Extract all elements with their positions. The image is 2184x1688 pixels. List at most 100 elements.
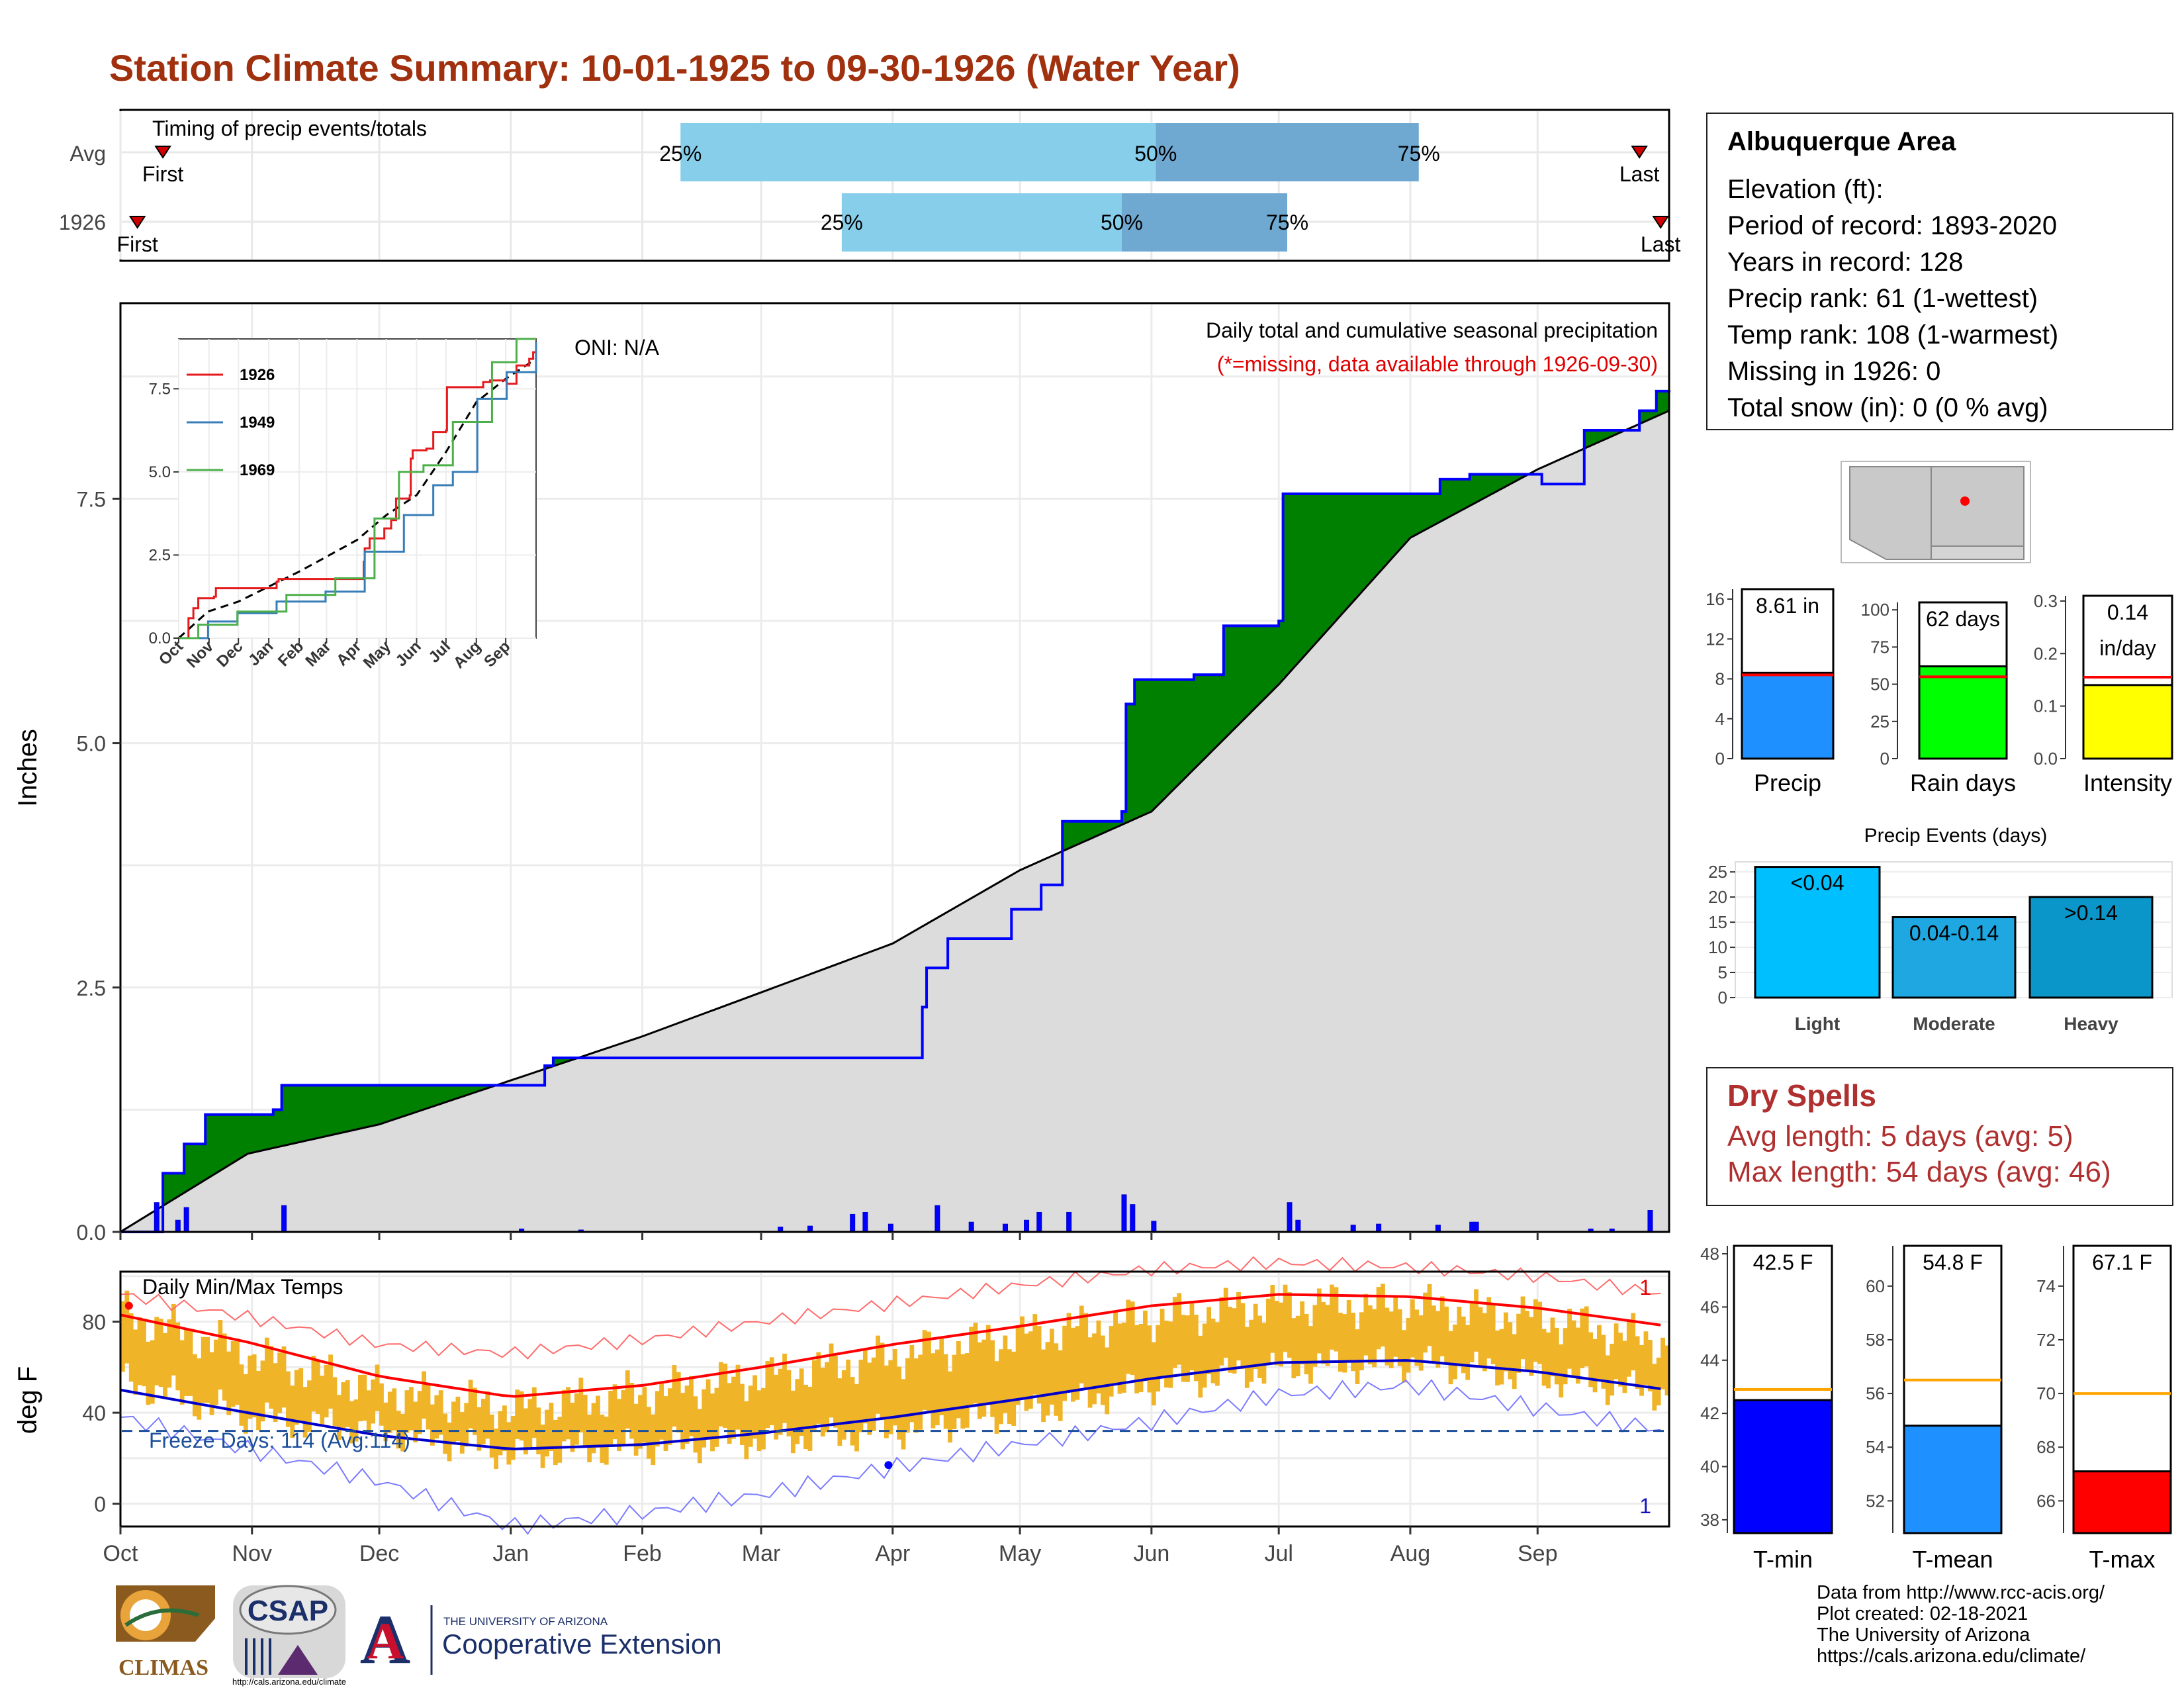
daily-precip-bar xyxy=(1121,1194,1127,1233)
temp-range-bar xyxy=(884,1365,889,1438)
events-bar-label: <0.04 xyxy=(1791,871,1844,895)
anomaly-fill xyxy=(1189,679,1195,772)
temp-range-bar xyxy=(1164,1321,1169,1388)
summary-bars: 0 4 8 12 16 8.61 in Precip 0 25 50 75 100 62 days Rai… xyxy=(1706,588,2173,796)
temp-range-bar xyxy=(1223,1288,1228,1358)
temp-range-bar xyxy=(1453,1324,1457,1380)
temp-range-bar xyxy=(1100,1335,1105,1405)
events-bar-label: >0.14 xyxy=(2064,901,2118,925)
anomaly-fill xyxy=(1388,493,1394,559)
anomaly-fill xyxy=(1363,493,1369,588)
anomaly-fill xyxy=(408,1085,414,1114)
tsum-category-label: T-min xyxy=(1753,1546,1813,1573)
temp-range-bar xyxy=(1257,1315,1262,1378)
anomaly-fill xyxy=(1367,493,1373,583)
anomaly-fill xyxy=(1601,430,1606,440)
climas-text: CLIMAS xyxy=(118,1656,208,1680)
anomaly-fill xyxy=(480,1085,486,1090)
temp-range-bar xyxy=(927,1331,931,1411)
anomaly-fill xyxy=(248,1114,253,1154)
temp-range-bar xyxy=(1388,1311,1394,1368)
tsum-ytick-label: 44 xyxy=(1700,1350,1719,1370)
temp-range-bar xyxy=(1661,1337,1665,1389)
temp-range-bar xyxy=(1045,1342,1050,1416)
missing-days: Missing in 1926: 0 xyxy=(1727,357,1941,386)
events-ytick-label: 0 xyxy=(1718,988,1727,1008)
temp-range-bar xyxy=(795,1379,800,1444)
anomaly-fill xyxy=(214,1114,219,1174)
temp-range-bar xyxy=(336,1395,341,1440)
temp-range-bar xyxy=(1592,1338,1598,1393)
temp-range-bar xyxy=(235,1338,240,1405)
temp-range-bar xyxy=(1435,1311,1441,1368)
daily-precip-bar xyxy=(1287,1202,1293,1233)
tsum-ytick-label: 38 xyxy=(1700,1510,1719,1530)
anomaly-fill xyxy=(1087,821,1093,839)
temp-range-bar xyxy=(1151,1342,1156,1406)
temp-range-bar xyxy=(1559,1344,1564,1398)
anomaly-fill xyxy=(273,1109,278,1148)
temp-range-bar xyxy=(1584,1306,1589,1367)
temp-range-bar xyxy=(629,1382,635,1439)
temp-range-bar xyxy=(1206,1307,1212,1374)
events-ytick-label: 10 xyxy=(1708,937,1727,957)
anomaly-fill xyxy=(235,1114,240,1160)
temp-range-bar xyxy=(315,1359,320,1415)
station-marker xyxy=(1960,496,1970,506)
anomaly-fill xyxy=(1453,479,1458,514)
tsum-category-label: T-mean xyxy=(1912,1546,1993,1573)
temp-range-bar xyxy=(1461,1316,1466,1374)
tsum-ytick-label: 70 xyxy=(2036,1383,2056,1403)
temp-range-bar xyxy=(434,1395,439,1439)
temp-range-bar xyxy=(1567,1308,1572,1369)
inset-legend-label: 1949 xyxy=(240,414,275,432)
anomaly-fill xyxy=(366,1085,371,1127)
events-title: Precip Events (days) xyxy=(1864,825,2048,847)
temp-range-bar xyxy=(1448,1331,1453,1385)
temp-range-bar xyxy=(1631,1313,1636,1371)
anomaly-fill xyxy=(1219,675,1224,742)
events-bar-heavy xyxy=(2028,896,2154,999)
anomaly-fill xyxy=(1610,430,1615,437)
temp-range-bar xyxy=(1486,1297,1492,1359)
anomaly-fill xyxy=(1215,675,1220,746)
temp-range-bar xyxy=(705,1379,711,1440)
dry-spells-box: Dry Spells Avg length: 5 days (avg: 5) M… xyxy=(1706,1067,2173,1206)
temp-xtick-label: Mar xyxy=(742,1541,781,1566)
temp-xtick-label: Sep xyxy=(1518,1541,1558,1566)
anomaly-fill xyxy=(167,1173,172,1202)
temp-range-bar xyxy=(1219,1297,1224,1366)
temp-range-bar xyxy=(519,1391,524,1441)
anomaly-fill xyxy=(1330,493,1335,626)
temp-range-bar xyxy=(1181,1315,1186,1382)
temp-range-bar xyxy=(731,1376,736,1439)
temp-range-bar xyxy=(1647,1340,1653,1391)
temp-range-bar xyxy=(1172,1297,1177,1368)
temp-range-bar xyxy=(549,1403,554,1452)
temp-range-bar xyxy=(934,1349,940,1426)
temp-range-bar xyxy=(1643,1331,1649,1385)
temp-range-bar xyxy=(1202,1323,1207,1388)
anomaly-fill xyxy=(1283,493,1288,678)
temp-range-bar xyxy=(931,1353,936,1429)
anomaly-fill xyxy=(1236,626,1242,725)
temp-range-bar xyxy=(451,1401,456,1445)
events-ytick-label: 5 xyxy=(1718,962,1727,982)
elevation: Elevation (ft): xyxy=(1727,175,1884,204)
temp-range-bar xyxy=(952,1354,957,1430)
temp-range-bar xyxy=(545,1409,549,1457)
anomaly-fill xyxy=(1100,821,1105,833)
temp-range-bar xyxy=(396,1411,401,1449)
temp-range-bar xyxy=(973,1323,978,1403)
timing-q2-bar xyxy=(1156,123,1419,181)
temp-range-bar xyxy=(1397,1309,1402,1366)
temp-range-bar xyxy=(1177,1293,1182,1365)
anomaly-fill xyxy=(1439,479,1445,521)
anomaly-fill xyxy=(332,1085,338,1135)
temp-range-bar xyxy=(464,1403,469,1447)
record-max-line xyxy=(120,1256,1661,1360)
anomaly-fill xyxy=(1185,679,1191,776)
temp-range-bar xyxy=(146,1341,151,1405)
summary-value-label2: in/day xyxy=(2099,636,2156,660)
temp-range-bar xyxy=(587,1414,592,1462)
